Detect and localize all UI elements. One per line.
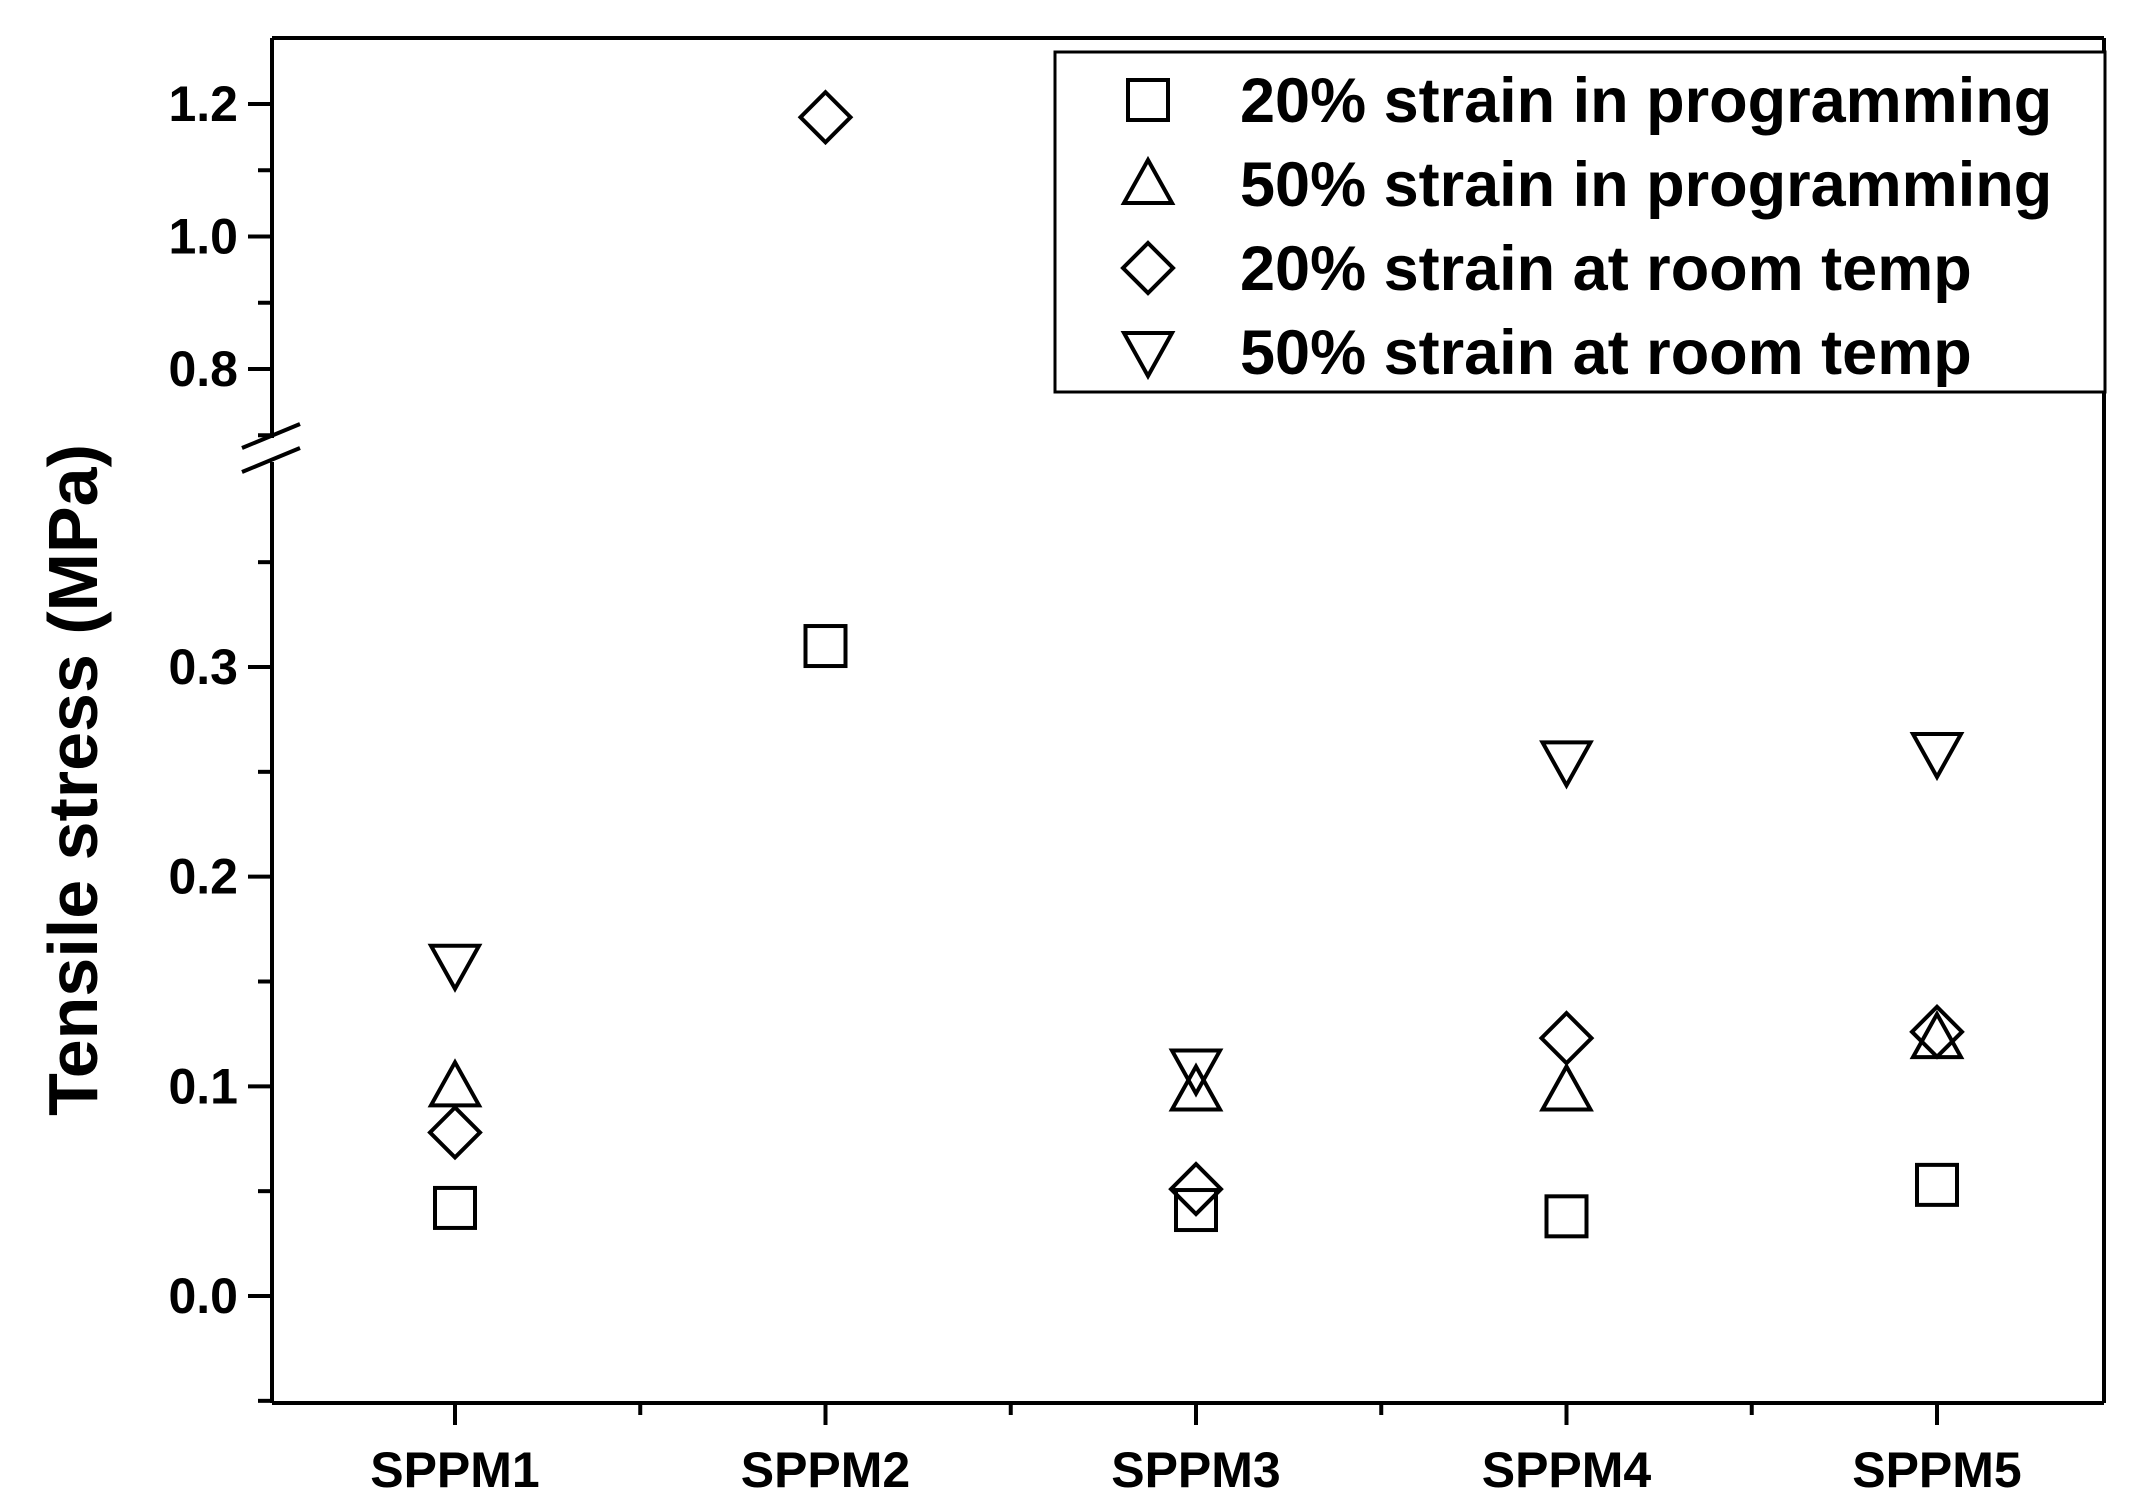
legend-label: 20% strain at room temp xyxy=(1240,234,1972,304)
y-tick-label: 1.0 xyxy=(168,209,238,265)
data-point xyxy=(1909,1003,1965,1060)
data-point xyxy=(1168,1048,1224,1098)
data-point xyxy=(427,1104,483,1161)
x-tick-label: SPPM1 xyxy=(370,1442,540,1498)
legend-label: 20% strain in programming xyxy=(1240,66,2052,136)
axis-break-mark xyxy=(241,446,301,474)
data-point xyxy=(1909,731,1965,782)
data-point xyxy=(1168,1062,1224,1112)
legend-marker xyxy=(1126,78,1170,122)
y-tick-label: 1.2 xyxy=(168,76,238,132)
y-tick-label: 0.1 xyxy=(168,1058,238,1114)
y-tick-label: 0.2 xyxy=(168,849,238,905)
data-point xyxy=(1174,1188,1218,1233)
data-point xyxy=(427,1058,483,1108)
data-point xyxy=(1539,1062,1594,1112)
x-tick-label: SPPM4 xyxy=(1482,1442,1652,1498)
data-point xyxy=(1538,1010,1595,1066)
data-point xyxy=(1544,1194,1589,1239)
data-point xyxy=(797,89,854,146)
legend-marker xyxy=(1120,155,1176,205)
data-point xyxy=(427,943,483,993)
y-axis-title: Tensile stress (MPa) xyxy=(34,444,112,1116)
legend-label: 50% strain at room temp xyxy=(1240,318,1972,388)
ticks: 0.0 0.1 0.2 0.3 0.8 1.0 1.2 SPPM1 SPPM2 SPPM3 SPPM… xyxy=(168,76,2021,1498)
data-point xyxy=(1909,1010,1965,1060)
legend-box xyxy=(1053,50,2107,394)
y-tick-label: 0.0 xyxy=(168,1268,238,1324)
x-tick-label: SPPM3 xyxy=(1111,1442,1281,1498)
data-point xyxy=(803,624,848,669)
legend-marker xyxy=(1120,240,1176,296)
x-tick-label: SPPM2 xyxy=(741,1442,911,1498)
data-point xyxy=(1168,1161,1224,1217)
legend-label: 50% strain in programming xyxy=(1240,150,2052,220)
data-point xyxy=(1539,740,1594,790)
data-markers xyxy=(427,89,1965,1239)
data-point xyxy=(433,1185,477,1230)
legend: 20% strain in programming 50% strain in p… xyxy=(1053,50,2107,394)
legend-marker xyxy=(1120,331,1176,381)
x-tick-label: SPPM5 xyxy=(1852,1442,2022,1498)
y-tick-label: 0.8 xyxy=(168,341,238,397)
data-point xyxy=(1915,1162,1959,1207)
y-tick-label: 0.3 xyxy=(168,639,238,695)
